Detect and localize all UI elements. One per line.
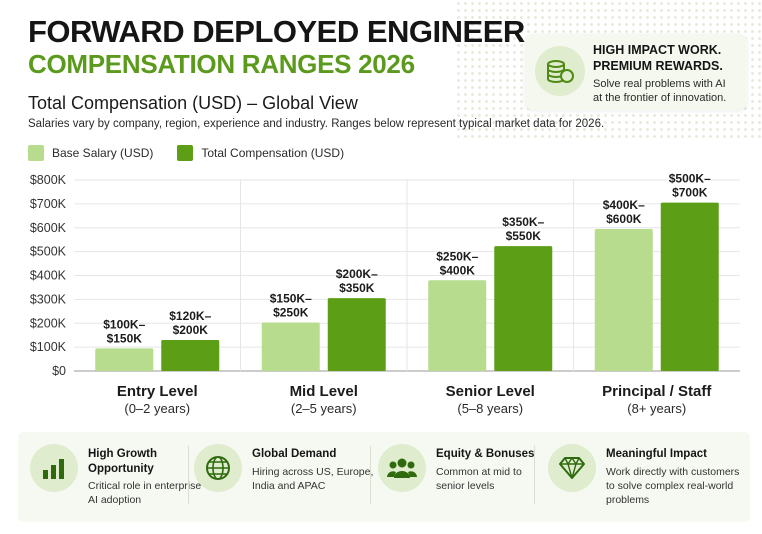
feature-title-line: Meaningful Impact [606,448,707,460]
feature-desc-line: Work directly with customers [606,466,740,478]
features-strip: High Growth Opportunity Critical role in… [18,432,750,522]
chart-legend: Base Salary (USD) Total Compensation (US… [28,145,368,161]
y-tick-label: $500K [30,245,67,259]
data-label: $200K– [336,267,378,281]
feature-desc-line: Critical role in enterprise [88,480,202,492]
feature-title-line: Global Demand [252,448,337,460]
data-label: $250K– [436,249,478,263]
bar [494,246,553,371]
feature-title-line: Equity & Bonuses [436,448,535,460]
chart-subtitle: Total Compensation (USD) – Global View [28,93,358,113]
feature-desc-line: Hiring across US, Europe, [252,466,374,478]
feature-divider [534,446,535,504]
data-label: $700K [672,186,708,200]
title-line-1: FORWARD DEPLOYED ENGINEER [28,14,525,49]
feature-desc-line: India and APAC [252,480,326,492]
x-category-sublabel: (5–8 years) [457,401,523,416]
legend-label-total: Total Compensation (USD) [201,146,345,160]
x-category-sublabel: (0–2 years) [124,401,190,416]
bar-chart-icon [30,444,78,492]
x-category-label: Principal / Staff [602,383,712,400]
y-tick-label: $0 [52,364,66,378]
feature-divider [370,446,371,504]
chart-description: Salaries vary by company, region, experi… [28,118,605,130]
x-category-label: Mid Level [290,383,358,400]
data-label: $150K [107,331,143,345]
globe-icon [194,444,242,492]
data-label: $400K– [603,198,645,212]
team-icon [378,444,426,492]
bar [594,228,653,371]
y-tick-label: $200K [30,316,67,330]
feature-high-growth: High Growth Opportunity Critical role in… [30,442,202,512]
x-category-sublabel: (8+ years) [627,401,686,416]
callout-title-1: HIGH IMPACT WORK. [593,43,722,57]
legend-swatch-base [28,145,44,161]
y-tick-label: $400K [30,269,67,283]
diamond-icon [548,444,596,492]
bar [428,280,487,371]
legend-item-total: Total Compensation (USD) [177,145,344,161]
feature-desc-line: AI adoption [88,494,142,506]
y-tick-label: $100K [30,340,67,354]
legend-label-base: Base Salary (USD) [52,146,154,160]
bar [161,339,220,371]
data-label: $500K– [669,172,711,186]
callout-title-2: PREMIUM REWARDS. [593,59,723,73]
feature-title-line: High Growth [88,448,157,460]
data-label: $150K– [270,292,312,306]
feature-meaningful-impact: Meaningful Impact Work directly with cus… [534,442,748,512]
y-tick-label: $600K [30,221,67,235]
data-label: $250K [273,306,309,320]
data-label: $200K [173,323,209,337]
x-category-label: Senior Level [446,383,535,400]
bar [327,298,386,371]
x-category-label: Entry Level [117,383,198,400]
feature-desc-line: problems [606,494,650,506]
title-line-2: COMPENSATION RANGES 2026 [28,49,415,79]
feature-desc-line: to solve complex real-world [606,480,734,492]
x-category-sublabel: (2–5 years) [291,401,357,416]
coins-icon [535,46,585,96]
data-label: $350K [339,281,375,295]
bar [95,348,154,371]
data-label: $400K [440,263,476,277]
data-label: $120K– [169,309,211,323]
callout-text-2: at the frontier of innovation. [593,92,727,104]
feature-desc-line: Common at mid to [436,466,522,478]
legend-item-base: Base Salary (USD) [28,145,153,161]
feature-title-line: Opportunity [88,463,154,475]
callout-text-1: Solve real problems with AI [593,78,726,90]
feature-desc-line: senior levels [436,480,495,492]
bar [261,322,320,371]
bar [660,202,719,371]
y-tick-label: $800K [30,173,67,187]
data-label: $100K– [103,317,145,331]
feature-equity-bonuses: Equity & Bonuses Common at mid to senior… [370,442,538,512]
data-label: $350K– [502,215,544,229]
data-label: $550K [506,229,542,243]
feature-divider [188,446,189,504]
feature-global-demand: Global Demand Hiring across US, Europe, … [188,442,373,512]
y-tick-label: $300K [30,292,67,306]
y-tick-label: $700K [30,197,67,211]
data-label: $600K [606,212,642,226]
legend-swatch-total [177,145,194,161]
callout-card: HIGH IMPACT WORK. PREMIUM REWARDS. Solve… [525,34,747,110]
compensation-bar-chart: $0 $100K $200K $300K $400K $500K $600K $700K $80… [30,172,740,416]
